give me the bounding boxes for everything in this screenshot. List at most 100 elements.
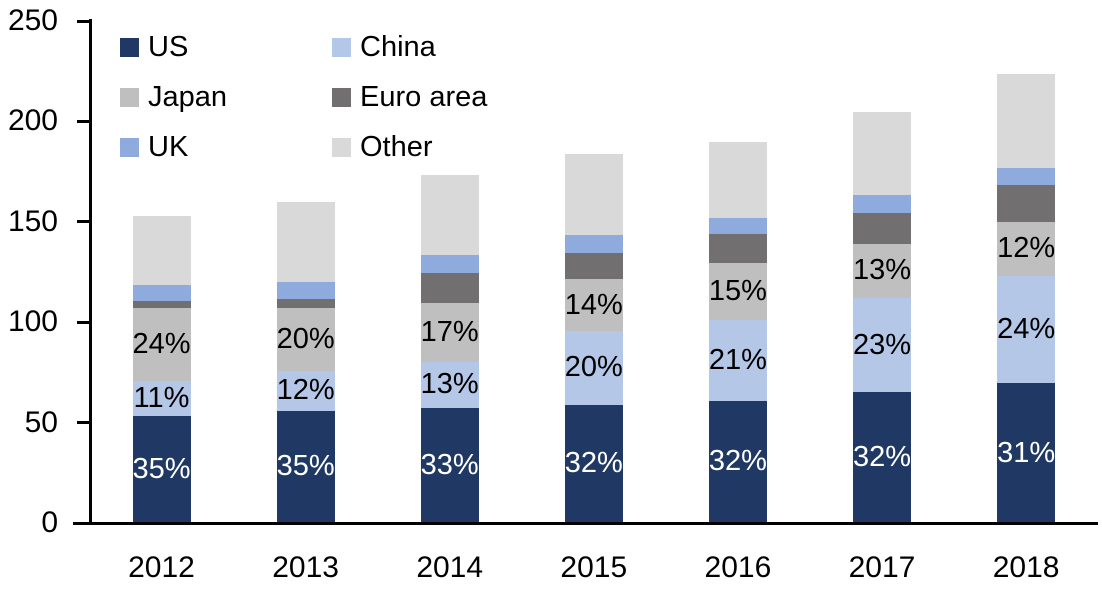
bar-segment-us-2018: 31%: [997, 383, 1055, 523]
legend-item-other: Other: [332, 122, 487, 172]
bar-segment-euro-area-2017: [853, 212, 911, 244]
legend-label-other: Other: [360, 130, 433, 163]
y-tick-label-100: 100: [7, 305, 58, 339]
bar-stack-2012: 35% 11% 24%: [132, 215, 191, 523]
x-category-label-2014: 2014: [416, 551, 484, 584]
y-tick-label-200: 200: [7, 104, 58, 138]
legend-label-china: China: [360, 30, 436, 63]
legend-label-euro-area: Euro area: [360, 80, 488, 113]
bar-segment-uk-2014: [420, 254, 479, 274]
bar-segment-uk-2016: [708, 217, 767, 234]
bar-stack-2013: 35% 12% 20%: [276, 201, 335, 523]
legend-item-us: US: [120, 22, 332, 72]
bar-segment-other-2018: [997, 74, 1056, 168]
bar-segment-japan-2015: 14%: [564, 279, 623, 332]
x-category-label-2012: 2012: [128, 551, 195, 584]
segment-percent-label-china-2014: 13%: [420, 368, 479, 401]
x-axis-line: [73, 521, 1098, 525]
legend-swatch-other-icon: [332, 137, 351, 157]
bar-segment-other-2012: [132, 215, 191, 286]
segment-percent-label-us-2013: 35%: [276, 450, 335, 483]
legend-item-euro-area: Euro area: [332, 72, 487, 122]
segment-percent-label-japan-2015: 14%: [564, 288, 623, 321]
segment-percent-label-china-2013: 12%: [276, 374, 335, 407]
y-tick-mark-150: [77, 220, 90, 224]
bar-stack-2015: 32% 20% 14%: [564, 153, 623, 523]
x-category-label-2015: 2015: [560, 551, 628, 584]
segment-percent-label-japan-2017: 13%: [852, 254, 912, 287]
bar-segment-japan-2016: 15%: [708, 262, 767, 321]
legend: US China Japan Euro area UK Other: [120, 22, 487, 172]
y-tick-label-250: 250: [7, 4, 58, 37]
bar-segment-euro-area-2016: [708, 233, 767, 263]
legend-swatch-japan-icon: [120, 87, 139, 107]
bar-segment-us-2015: 32%: [564, 404, 623, 523]
x-category-label-2016: 2016: [704, 551, 772, 584]
legend-swatch-china-icon: [332, 37, 351, 57]
segment-percent-label-japan-2013: 20%: [276, 323, 335, 356]
bar-segment-other-2016: [708, 141, 767, 218]
bar-segment-us-2013: 35%: [276, 410, 335, 523]
bar-stack-2017: 32% 23% 13%: [853, 112, 911, 523]
legend-item-uk: UK: [120, 122, 332, 172]
bar-segment-japan-2017: 13%: [852, 243, 912, 299]
segment-percent-label-us-2015: 32%: [564, 447, 623, 480]
segment-percent-label-japan-2012: 24%: [132, 328, 191, 361]
bar-stack-2014: 33% 13% 17%: [420, 174, 479, 523]
segment-percent-label-china-2015: 20%: [564, 351, 623, 384]
bar-segment-uk-2013: [276, 282, 335, 300]
bar-segment-china-2014: 13%: [420, 362, 479, 408]
segment-percent-label-china-2016: 21%: [708, 343, 767, 376]
bar-segment-us-2016: 32%: [708, 400, 767, 523]
bar-segment-china-2016: 21%: [708, 320, 767, 401]
y-tick-mark-100: [77, 320, 90, 324]
bar-segment-euro-area-2013: [276, 299, 335, 309]
segment-percent-label-japan-2016: 15%: [708, 275, 767, 308]
segment-percent-label-china-2017: 23%: [852, 328, 912, 361]
segment-percent-label-china-2012: 11%: [133, 382, 190, 414]
legend-label-us: US: [148, 30, 189, 63]
bar-segment-uk-2018: [997, 167, 1056, 185]
bar-segment-other-2015: [564, 153, 623, 235]
bar-segment-japan-2018: 12%: [997, 221, 1056, 277]
bar-segment-us-2012: 35%: [132, 415, 191, 523]
bar-stack-2018: 31% 24% 12%: [997, 74, 1055, 523]
y-tick-mark-250: [77, 19, 90, 23]
y-tick-mark-200: [77, 119, 90, 123]
segment-percent-label-us-2016: 32%: [708, 445, 767, 478]
bar-segment-other-2013: [276, 201, 335, 283]
legend-swatch-us-icon: [120, 37, 139, 57]
y-tick-label-50: 50: [24, 405, 58, 439]
bar-segment-us-2017: 32%: [853, 392, 911, 523]
segment-percent-label-us-2012: 35%: [132, 452, 191, 485]
bar-segment-china-2013: 12%: [276, 371, 335, 411]
segment-percent-label-china-2018: 24%: [997, 313, 1056, 346]
segment-percent-label-japan-2018: 12%: [997, 232, 1056, 265]
bar-segment-uk-2017: [853, 194, 911, 213]
y-tick-label-0: 0: [41, 506, 58, 539]
y-tick-mark-50: [77, 421, 90, 425]
y-axis-line: [89, 19, 92, 524]
bar-segment-euro-area-2015: [564, 252, 623, 280]
bar-segment-uk-2012: [132, 285, 191, 302]
bar-segment-euro-area-2014: [420, 273, 479, 304]
legend-swatch-euro-area-icon: [332, 87, 351, 107]
segment-percent-label-us-2017: 32%: [852, 441, 912, 474]
bar-segment-china-2018: 24%: [997, 276, 1056, 384]
bar-segment-japan-2012: 24%: [132, 308, 191, 382]
bar-segment-japan-2014: 17%: [420, 303, 479, 363]
bar-stack-2016: 32% 21% 15%: [709, 141, 767, 523]
y-tick-label-150: 150: [7, 204, 58, 238]
bar-segment-other-2014: [420, 174, 479, 255]
legend-item-japan: Japan: [120, 72, 332, 122]
bar-segment-other-2017: [853, 112, 911, 195]
bar-segment-china-2012: 11%: [132, 381, 191, 416]
bar-segment-euro-area-2012: [132, 301, 191, 309]
bar-segment-us-2014: 33%: [421, 407, 479, 523]
x-category-label-2013: 2013: [272, 551, 339, 584]
segment-percent-label-japan-2014: 17%: [420, 316, 479, 349]
legend-label-uk: UK: [148, 130, 189, 163]
bar-segment-china-2015: 20%: [564, 331, 623, 405]
segment-percent-label-us-2018: 31%: [997, 436, 1056, 469]
